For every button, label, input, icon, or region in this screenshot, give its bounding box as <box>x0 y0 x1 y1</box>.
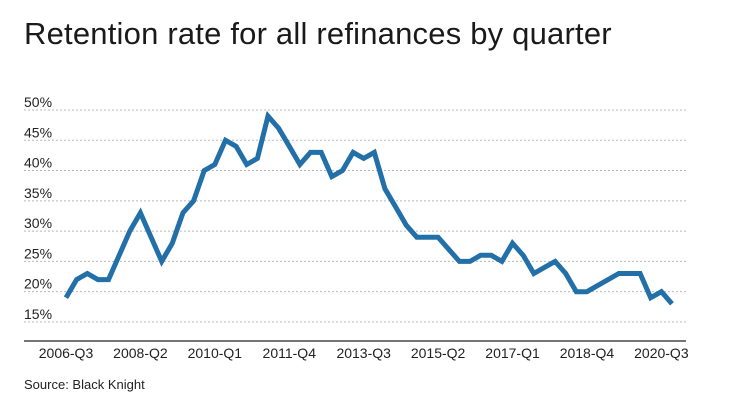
series-layer <box>63 110 675 306</box>
data-point <box>584 289 589 294</box>
data-point <box>393 204 398 209</box>
data-point <box>372 150 377 155</box>
data-point <box>297 162 302 167</box>
data-point <box>531 271 536 276</box>
data-point <box>202 168 207 173</box>
data-point <box>553 259 558 264</box>
data-point <box>266 114 271 119</box>
data-point <box>510 241 515 246</box>
data-point <box>404 223 409 228</box>
data-point <box>648 295 653 300</box>
data-point <box>340 168 345 173</box>
data-point <box>478 253 483 258</box>
y-tick-label: 15% <box>24 306 52 322</box>
x-tick-label: 2008-Q2 <box>113 345 168 361</box>
data-point <box>329 174 334 179</box>
source-note: Source: Black Knight <box>24 377 145 392</box>
data-point <box>542 265 547 270</box>
data-point <box>574 289 579 294</box>
data-point <box>106 277 111 282</box>
data-point <box>191 198 196 203</box>
data-point <box>95 277 100 282</box>
gridlines <box>24 109 686 342</box>
data-point <box>606 277 611 282</box>
data-point <box>180 210 185 215</box>
data-point <box>223 138 228 143</box>
y-tick-label: 50% <box>24 94 52 110</box>
x-axis-ticks: 2006-Q3 2008-Q2 2010-Q1 2011-Q4 2013-Q3 2015-… <box>39 345 689 361</box>
data-point <box>234 144 239 149</box>
data-point <box>638 271 643 276</box>
y-axis-ticks: 15% 20% 25% 30% 35% 40% 45% 50% <box>24 94 52 322</box>
data-point <box>319 150 324 155</box>
data-point <box>276 126 281 131</box>
data-point <box>308 150 313 155</box>
data-point <box>489 253 494 258</box>
x-tick-label: 2010-Q1 <box>188 345 243 361</box>
data-point <box>138 210 143 215</box>
data-point <box>468 259 473 264</box>
data-point <box>159 259 164 264</box>
y-tick-label: 20% <box>24 276 52 292</box>
data-point <box>64 295 69 300</box>
chart-title: Retention rate for all refinances by qua… <box>24 16 612 51</box>
data-point <box>659 289 664 294</box>
x-tick-label: 2020-Q3 <box>634 345 689 361</box>
data-point <box>457 259 462 264</box>
x-tick-label: 2013-Q3 <box>336 345 391 361</box>
data-point <box>361 156 366 161</box>
data-point <box>149 235 154 240</box>
data-point <box>446 247 451 252</box>
data-point <box>563 271 568 276</box>
x-tick-label: 2017-Q1 <box>485 345 540 361</box>
x-tick-label: 2015-Q2 <box>411 345 466 361</box>
data-point <box>414 235 419 240</box>
data-point <box>351 150 356 155</box>
y-tick-label: 25% <box>24 245 52 261</box>
data-point <box>287 144 292 149</box>
y-tick-label: 35% <box>24 185 52 201</box>
data-point <box>127 229 132 234</box>
x-tick-label: 2018-Q4 <box>560 345 615 361</box>
data-point <box>212 162 217 167</box>
y-tick-label: 45% <box>24 124 52 140</box>
data-point <box>74 277 79 282</box>
x-tick-label: 2011-Q4 <box>263 345 317 361</box>
data-point <box>436 235 441 240</box>
data-point <box>616 271 621 276</box>
data-point <box>425 235 430 240</box>
data-point <box>382 186 387 191</box>
data-point <box>117 253 122 258</box>
data-point <box>244 162 249 167</box>
series-line-retention-rate <box>63 110 674 306</box>
y-tick-label: 40% <box>24 155 52 171</box>
data-point <box>595 283 600 288</box>
data-point <box>499 259 504 264</box>
x-tick-label: 2006-Q3 <box>39 345 94 361</box>
data-point <box>85 271 90 276</box>
data-point <box>670 301 675 306</box>
data-point <box>170 241 175 246</box>
data-point <box>521 253 526 258</box>
y-tick-label: 30% <box>24 215 52 231</box>
data-point <box>255 156 260 161</box>
data-point <box>627 271 632 276</box>
